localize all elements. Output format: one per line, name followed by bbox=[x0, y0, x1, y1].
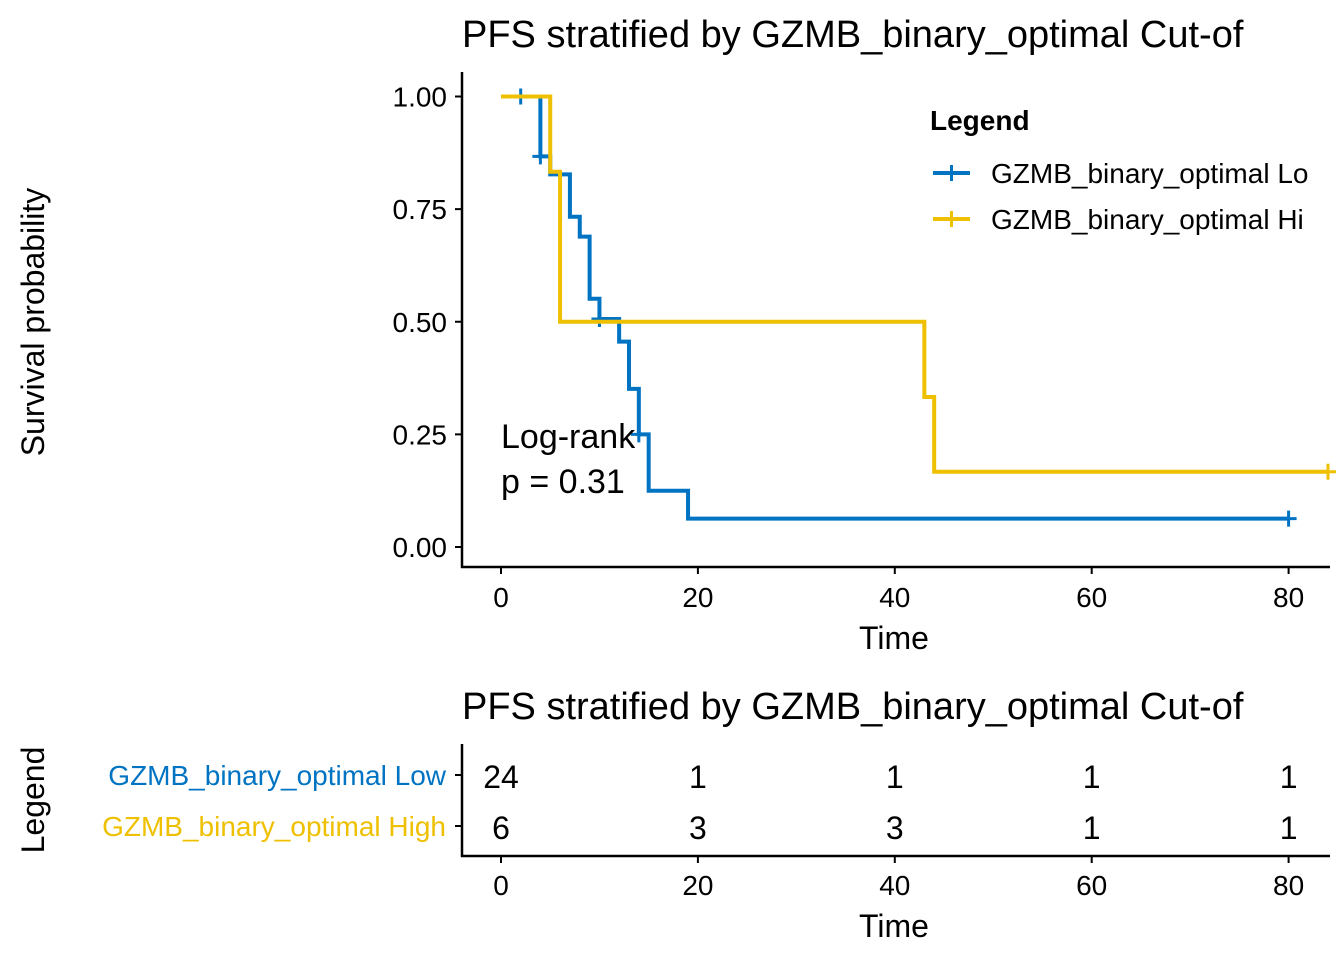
risk-table-x-title: Time bbox=[859, 908, 929, 944]
risk-cell: 1 bbox=[1280, 810, 1298, 846]
km-y-tick-label: 0.25 bbox=[393, 419, 448, 450]
censor-mark bbox=[1280, 510, 1297, 527]
km-y-tick-label: 0.00 bbox=[393, 532, 448, 563]
km-x-tick-label: 80 bbox=[1273, 582, 1304, 613]
censor-mark bbox=[630, 426, 647, 443]
km-x-tick-label: 0 bbox=[493, 582, 509, 613]
risk-cell: 1 bbox=[1083, 810, 1101, 846]
km-x-tick-label: 20 bbox=[682, 582, 713, 613]
legend-title: Legend bbox=[930, 105, 1030, 136]
km-y-tick-label: 0.50 bbox=[393, 307, 448, 338]
legend-entries: GZMB_binary_optimal Lo GZMB_binary_optima… bbox=[933, 158, 1308, 235]
risk-cell: 3 bbox=[689, 810, 707, 846]
legend-label: GZMB_binary_optimal Lo bbox=[991, 158, 1308, 189]
km-x-tick-label: 40 bbox=[879, 582, 910, 613]
risk-cell: 1 bbox=[886, 759, 904, 795]
km-y-tick-label: 1.00 bbox=[393, 82, 448, 113]
censor-mark bbox=[532, 148, 549, 165]
logrank-p-value: p = 0.31 bbox=[501, 463, 625, 501]
risk-cell: 3 bbox=[886, 810, 904, 846]
km-legend: Legend GZMB_binary_optimal LoGZMB_binary… bbox=[930, 105, 1308, 235]
risk-cell: 1 bbox=[689, 759, 707, 795]
risk-x-tick-label: 40 bbox=[879, 870, 910, 901]
risk-x-tick-label: 80 bbox=[1273, 870, 1304, 901]
risk-table-cells: GZMB_binary_optimal Low 24 1 1 1 1 GZMB_binary… bbox=[102, 759, 1297, 846]
legend-label: GZMB_binary_optimal Hi bbox=[991, 204, 1304, 235]
km-x-axis-title: Time bbox=[859, 620, 929, 656]
censor-mark bbox=[1319, 463, 1336, 480]
risk-table-axes: 0 20 40 60 80 bbox=[455, 744, 1330, 901]
risk-cell: 24 bbox=[483, 759, 519, 795]
km-curves bbox=[501, 88, 1336, 527]
risk-cell: 1 bbox=[1280, 759, 1298, 795]
km-x-tick-label: 60 bbox=[1076, 582, 1107, 613]
risk-cell: 1 bbox=[1083, 759, 1101, 795]
risk-table-title: PFS stratified by GZMB_binary_optimal Cu… bbox=[462, 686, 1244, 728]
risk-row-label: GZMB_binary_optimal High bbox=[102, 811, 446, 842]
logrank-label: Log-rank bbox=[501, 418, 636, 456]
risk-x-tick-label: 0 bbox=[493, 870, 509, 901]
km-curve-series-0 bbox=[501, 94, 1289, 521]
km-y-axis-title: Survival probability bbox=[15, 188, 51, 457]
km-curve-series-1 bbox=[501, 94, 1328, 474]
risk-table-y-title: Legend bbox=[15, 747, 51, 854]
risk-row-label: GZMB_binary_optimal Low bbox=[108, 760, 446, 791]
km-y-tick-label: 0.75 bbox=[393, 194, 448, 225]
censor-mark bbox=[591, 311, 608, 328]
risk-x-tick-label: 20 bbox=[682, 870, 713, 901]
km-title: PFS stratified by GZMB_binary_optimal Cu… bbox=[462, 14, 1244, 56]
risk-x-tick-label: 60 bbox=[1076, 870, 1107, 901]
km-axes: 0.00 0.25 0.50 0.75 1.00 0 20 40 60 80 bbox=[393, 72, 1330, 613]
risk-cell: 6 bbox=[492, 810, 510, 846]
